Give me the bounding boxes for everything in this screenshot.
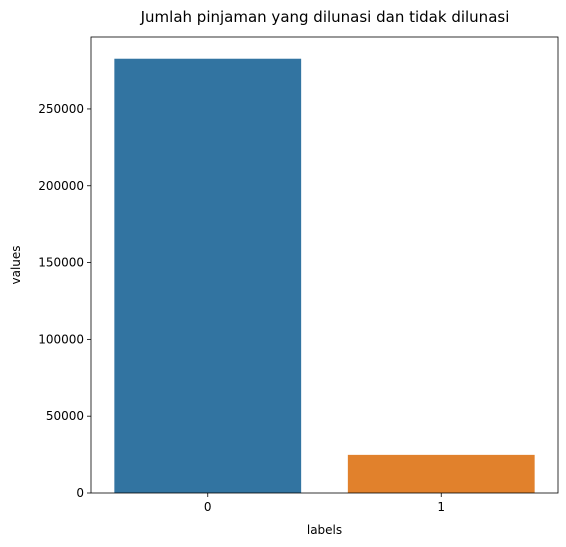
bars [114,58,535,493]
plot-frame [90,36,559,494]
y-tick-label-250000: 250000 [38,102,84,116]
y-tick-label-200000: 200000 [38,179,84,193]
y-tick-label-0: 0 [76,486,84,500]
bar-1 [347,454,535,493]
y-axis: 0 50000 100000 150000 200000 250000 [38,102,91,500]
x-tick-label-0: 0 [204,500,212,514]
chart-title: Jumlah pinjaman yang dilunasi dan tidak … [140,8,510,26]
y-axis-label: values [9,245,23,284]
y-tick-label-50000: 50000 [46,409,84,423]
bar-0 [114,58,302,493]
y-tick-label-100000: 100000 [38,332,84,346]
y-tick-label-150000: 150000 [38,256,84,270]
x-tick-label-1: 1 [437,500,445,514]
x-axis-label: labels [307,523,342,537]
